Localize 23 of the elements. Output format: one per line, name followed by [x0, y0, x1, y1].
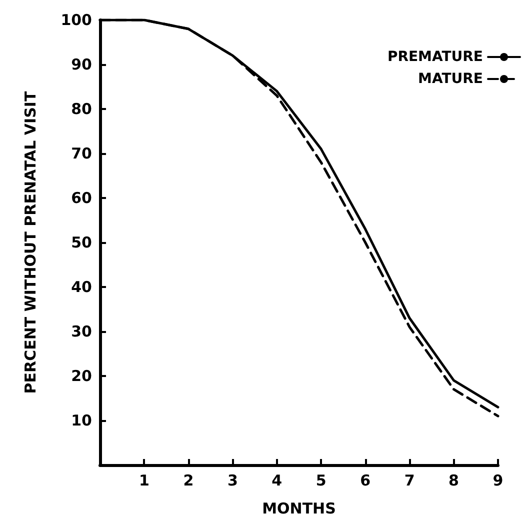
x-tick-label: 9: [492, 472, 504, 490]
y-tick-label: 90: [71, 56, 92, 74]
legend-label: PREMATURE: [387, 49, 483, 65]
y-tick-label: 80: [71, 100, 92, 118]
x-axis-title: MONTHS: [262, 500, 336, 518]
y-tick-label: 20: [71, 367, 92, 385]
x-tick-label: 6: [360, 472, 371, 490]
y-tick-label: 60: [71, 189, 92, 207]
y-tick-label: 100: [60, 11, 92, 29]
y-axis-title: PERCENT WITHOUT PRENATAL VISIT: [22, 90, 40, 394]
y-tick-label: 30: [71, 322, 92, 340]
x-tick-label: 7: [404, 472, 415, 490]
legend-label: MATURE: [418, 71, 483, 87]
x-tick-label: 1: [139, 472, 150, 490]
y-tick-label: 70: [71, 144, 92, 162]
x-tick-label: 8: [448, 472, 459, 490]
y-tick-label: 50: [71, 234, 92, 252]
x-tick-label: 5: [316, 472, 326, 490]
x-tick-label: 3: [227, 472, 238, 490]
x-tick-label: 2: [183, 472, 194, 490]
x-tick-label: 4: [272, 472, 282, 490]
y-tick-label: 10: [71, 412, 92, 430]
y-tick-label: 40: [71, 278, 92, 296]
